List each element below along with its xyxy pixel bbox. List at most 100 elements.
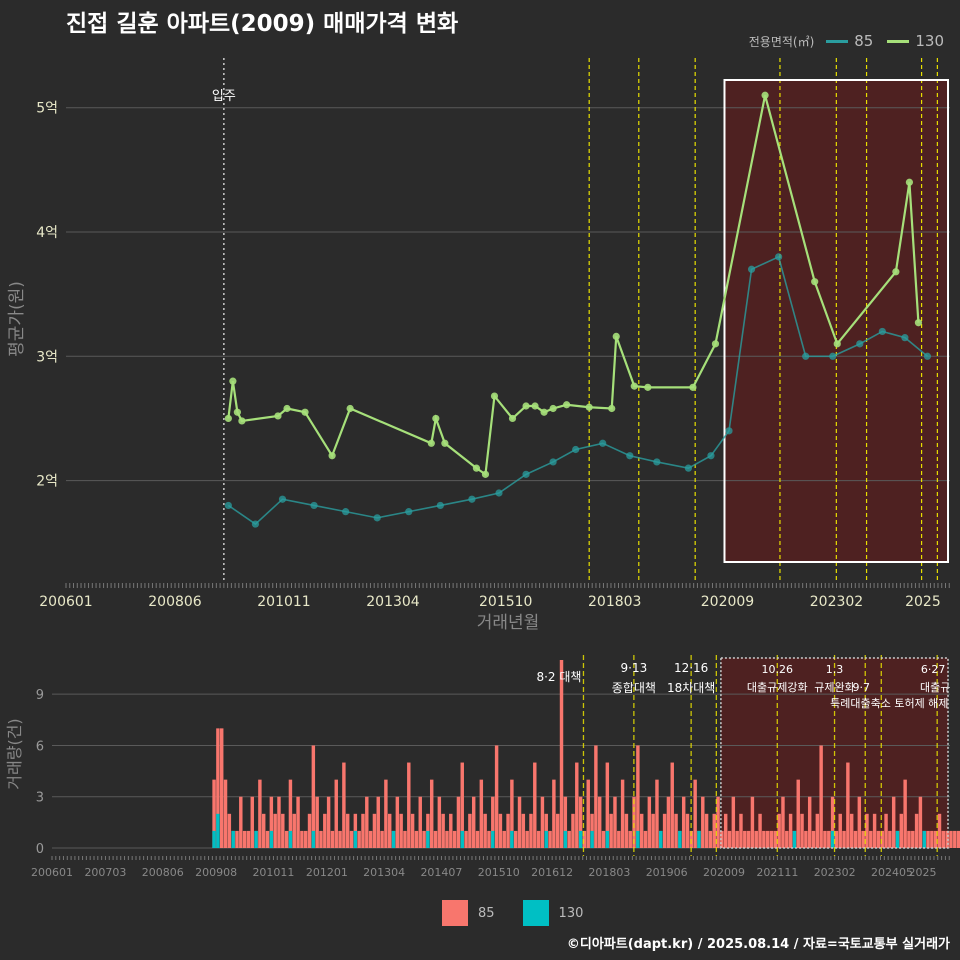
legend-bottom: 85 130 [442,900,583,926]
bar-85 [941,830,946,848]
data-point-130 [229,377,237,385]
policy-label: 10.26 [762,663,794,676]
bar-85 [796,779,800,848]
data-point-130 [689,383,697,391]
bar-y-axis-title: 거래량(건) [5,718,24,789]
bar-85 [345,813,350,848]
data-point-85 [923,352,932,360]
bar-85 [746,830,751,848]
bar-85 [953,830,957,848]
data-point-85 [251,520,260,528]
data-point-85 [278,495,287,503]
bar-85 [620,779,625,848]
volume-chart: 0 3 6 9 거래량(건) 200601 200703 200806 200908 201011… [5,655,960,879]
bar-85 [846,762,850,848]
bar-85 [311,745,316,848]
bar-130 [544,830,548,848]
bar-85 [597,796,602,848]
policy-label: 6·27 [921,663,946,676]
data-point-130 [522,402,530,410]
bar-85 [907,830,911,848]
bar-y-tick-label: 0 [36,842,44,857]
bar-85 [765,830,770,848]
bar-130 [830,830,835,848]
data-point-85 [436,501,444,510]
bar-85 [456,796,461,848]
highlight-box [723,79,950,563]
bar-x-tick-label: 202405 [871,866,913,879]
bar-130 [391,830,396,848]
data-point-85 [802,352,810,360]
bar-85 [590,813,594,848]
data-point-85 [373,514,381,522]
bar-85 [701,796,705,848]
source-caption: ©디아파트(dapt.kr) / 2025.08.14 / 자료=국토교통부 실… [566,937,950,952]
move-in-label: 입주 [212,89,236,104]
data-point-130 [481,470,490,478]
bar-130 [895,830,900,848]
bar-85 [410,813,415,848]
bar-130 [678,830,682,848]
bar-85 [601,830,606,848]
legend-box-85 [442,900,468,926]
data-point-85 [599,439,607,447]
bar-130 [578,830,583,848]
bar-x-tick-label: 202302 [814,866,856,879]
bar-85 [506,813,510,848]
bar-85 [219,728,224,848]
policy-label: 대출규제강화 [747,681,808,694]
bar-85 [693,779,697,848]
series-line-130 [227,95,920,477]
bar-85 [639,813,644,848]
data-point-130 [630,382,638,390]
bar-85 [555,813,560,848]
bar-85 [888,830,892,848]
data-point-130 [711,340,720,348]
bar-85 [853,830,858,848]
bar-85 [357,830,361,848]
bar-y-tick-label: 9 [36,688,44,703]
bar-85 [609,813,613,848]
bar-85 [571,813,575,848]
bar-85 [754,830,758,848]
bar-85 [911,830,915,848]
bar-85 [880,830,884,848]
data-point-130 [531,402,539,410]
bar-85 [426,813,430,848]
data-point-130 [472,464,481,472]
bar-85 [212,779,216,848]
bar-85 [670,762,674,848]
bar-130 [231,830,235,848]
policy-label: 1.3 [826,663,844,676]
bar-85 [338,830,342,848]
data-point-130 [441,439,449,447]
bar-85 [487,830,491,848]
data-point-85 [725,427,733,435]
data-point-130 [549,404,557,413]
data-point-85 [684,464,693,472]
bar-y-tick-label: 6 [36,739,44,754]
bar-x-tick-label: 201612 [531,866,573,879]
bar-130 [353,830,358,848]
bar-85 [891,796,896,848]
bar-85 [605,762,610,848]
bar-130 [269,830,274,848]
policy-label: 특례대출축소 토허제 해제 [830,696,948,710]
bar-85 [433,830,438,848]
bar-85 [869,830,873,848]
bar-85 [628,830,632,848]
bar-85 [269,796,274,848]
bar-130 [659,830,663,848]
bar-85 [933,830,938,848]
bar-85 [819,745,823,848]
x-axis-title: 거래년월 [477,613,540,633]
bar-85 [281,813,285,848]
bar-85 [300,830,304,848]
data-point-130 [233,408,241,416]
policy-label: 8·2 대책 [536,669,581,684]
bar-130 [212,830,216,848]
bar-130 [288,830,293,848]
policy-label: 규제완화 [814,681,854,694]
x-tick-label: 200806 [148,594,202,610]
bar-85 [788,813,793,848]
